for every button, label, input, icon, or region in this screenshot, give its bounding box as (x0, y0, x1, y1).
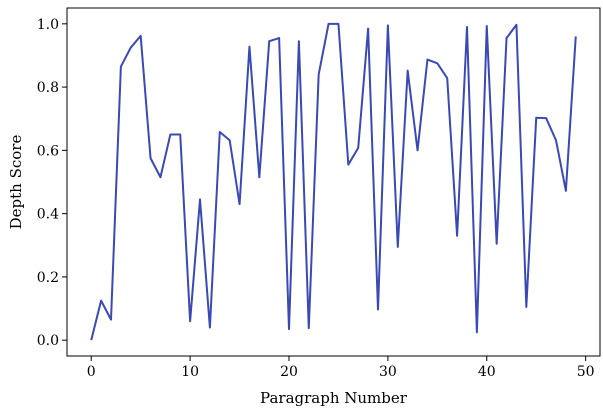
y-axis-label: Depth Score (7, 135, 25, 230)
x-axis-label: Paragraph Number (260, 389, 408, 407)
y-tick-label: 0.4 (37, 207, 59, 223)
depth-score-line (90, 22, 577, 341)
y-tick-label: 0.0 (37, 333, 59, 349)
y-tick-label: 1.0 (37, 17, 59, 33)
y-tick-label: 0.8 (37, 80, 59, 96)
plot-area-frame (66, 7, 601, 357)
y-tick-label: 0.2 (37, 270, 59, 286)
ticks-layer: 0 10 20 30 40 50 0.0 0.2 0.4 0.6 0.8 1.0 (37, 17, 595, 380)
series-layer (90, 22, 577, 341)
x-tick-label: 20 (280, 364, 298, 380)
x-tick-label: 0 (87, 364, 96, 380)
y-tick-label: 0.6 (37, 143, 59, 159)
x-tick-label: 10 (181, 364, 199, 380)
x-tick-label: 50 (577, 364, 595, 380)
x-tick-label: 40 (478, 364, 496, 380)
x-tick-label: 30 (379, 364, 397, 380)
